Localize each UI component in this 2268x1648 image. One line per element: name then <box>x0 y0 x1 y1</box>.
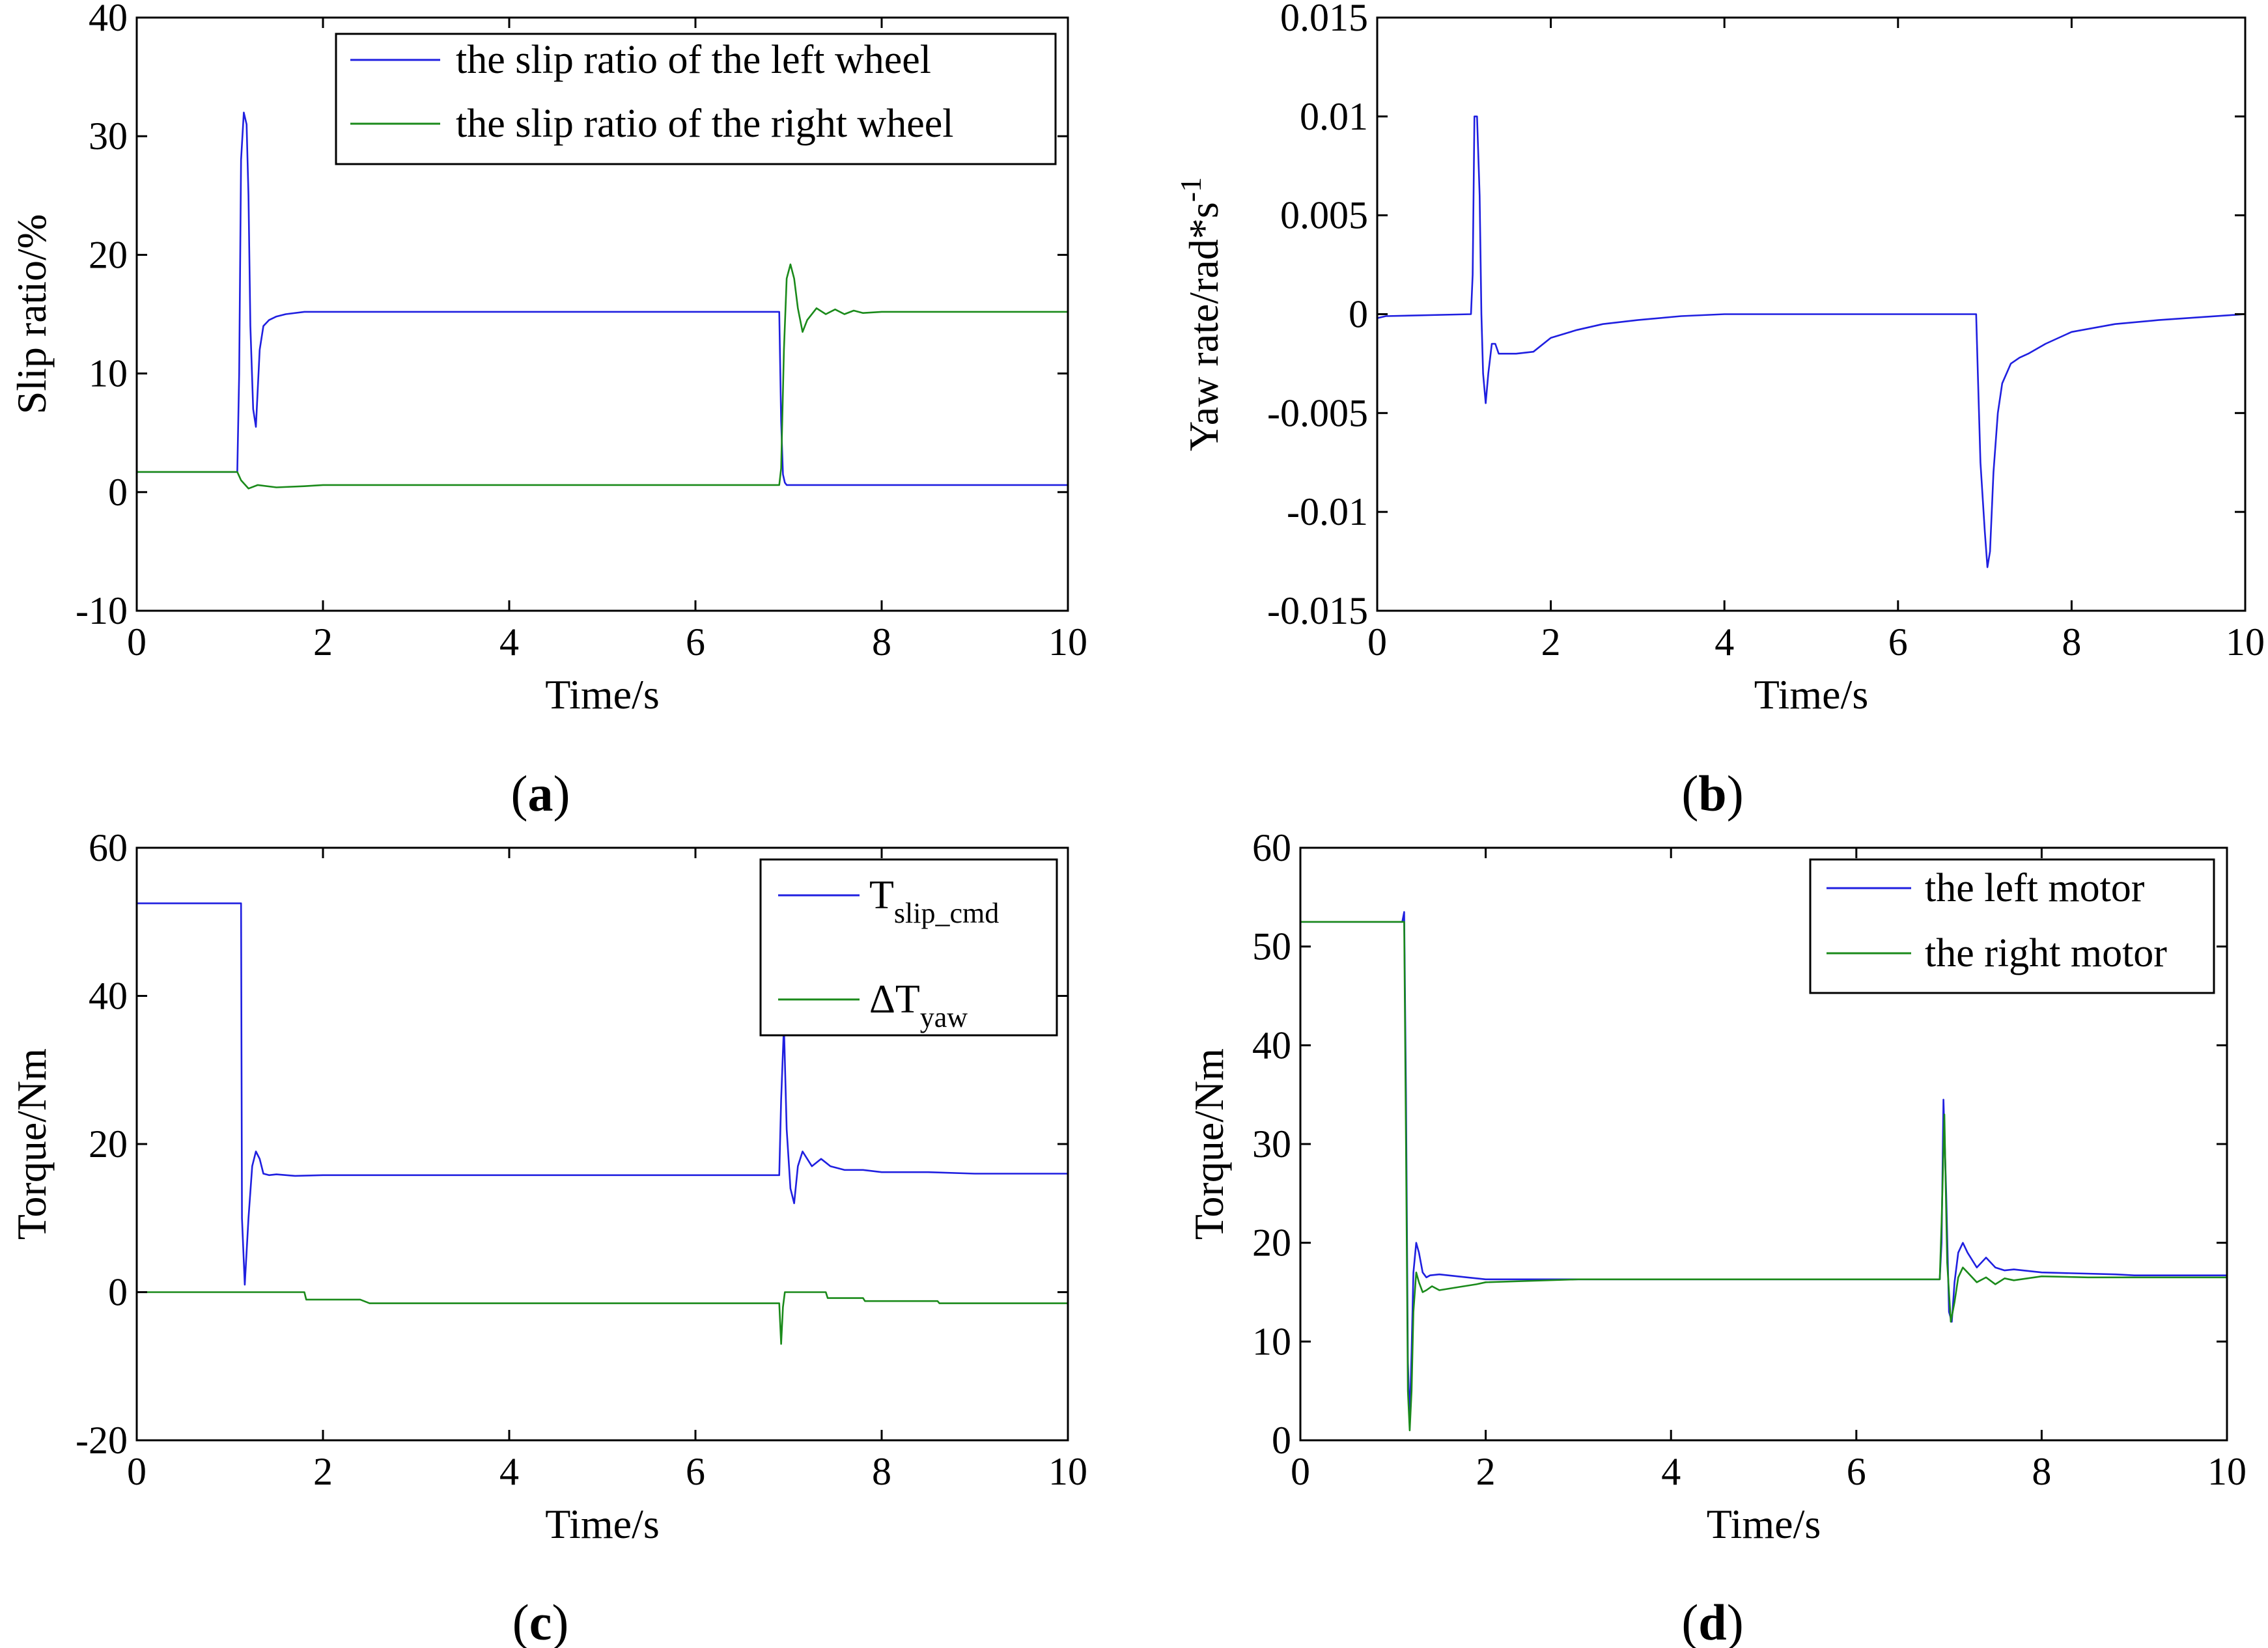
x-tick-label: 0 <box>1291 1450 1310 1493</box>
y-tick-label: 0 <box>108 471 128 514</box>
x-tick-label: 4 <box>1715 621 1734 663</box>
x-tick-label: 8 <box>872 1450 891 1493</box>
legend-d: the left motor the right motor <box>1809 858 2215 994</box>
panel-caption: (c) <box>512 1594 569 1648</box>
y-axis-label: Torque/Nm <box>1186 1048 1232 1240</box>
x-tick-label: 4 <box>499 1450 519 1493</box>
x-tick-label: 0 <box>1367 621 1387 663</box>
x-axis-label: Time/s <box>1754 671 1869 718</box>
x-tick-label: 8 <box>2062 621 2081 663</box>
legend-label: the slip ratio of the left wheel <box>456 38 931 82</box>
y-axis-label: Slip ratio/% <box>8 214 55 415</box>
y-tick-label: 0 <box>108 1271 128 1314</box>
panel-caption-letter: c <box>529 1594 552 1648</box>
y-tick-label: 0.015 <box>1280 0 1368 39</box>
y-tick-label: 40 <box>89 0 128 39</box>
x-tick-label: 6 <box>686 621 705 663</box>
x-tick-label: 6 <box>1847 1450 1866 1493</box>
series-line-c-0 <box>137 902 1068 1286</box>
legend-c: Tslip_cmd ΔTyaw <box>759 858 1058 1037</box>
x-tick-label: 4 <box>499 621 519 663</box>
y-tick-label: -0.01 <box>1287 490 1368 533</box>
x-tick-label: 2 <box>1476 1450 1496 1493</box>
x-tick-label: 2 <box>1541 621 1561 663</box>
series-line-c-1 <box>137 1291 1068 1345</box>
y-axis-label-superscript: -1 <box>1174 177 1207 202</box>
chart-d: 0 2 4 6 8 10 0 10 20 30 40 50 60 Time/s Torque/Nm (d) th… <box>1186 826 2247 1648</box>
x-tick-label: 0 <box>127 621 147 663</box>
panel-caption: (a) <box>511 765 570 822</box>
legend-box <box>759 858 1058 1037</box>
chart-c: 0 2 4 6 8 10-200204060Time/sTorque/Nm(c)Tslip… <box>8 826 1087 1648</box>
panel-caption: (d) <box>1681 1594 1743 1648</box>
y-tick-label: 0.005 <box>1280 194 1368 237</box>
x-tick-label: 10 <box>2226 621 2265 663</box>
series-line-b-0 <box>1377 115 2245 568</box>
series-line-a-0 <box>137 111 1068 486</box>
y-tick-label: 20 <box>89 233 128 276</box>
y-tick-label: -0.015 <box>1267 589 1368 632</box>
legend-label: the right motor <box>1925 931 2167 975</box>
series-line-d-1 <box>1300 921 2227 1432</box>
x-tick-label: 2 <box>313 1450 333 1493</box>
x-axis-label: Time/s <box>545 1501 660 1547</box>
y-tick-label: 40 <box>1252 1024 1291 1067</box>
legend-a: the slip ratio of the left wheel the slip… <box>335 33 1057 165</box>
x-tick-label: 8 <box>872 621 891 663</box>
x-tick-label: 8 <box>2032 1450 2051 1493</box>
legend-label-subscript: yaw <box>920 1001 968 1033</box>
y-tick-label: 0.01 <box>1300 95 1368 138</box>
legend-label: Tslip_cmd <box>869 873 999 929</box>
panel-caption-letter: b <box>1698 765 1726 822</box>
y-tick-label: 60 <box>89 826 128 869</box>
y-tick-label: 50 <box>1252 925 1291 968</box>
axes-frame-a <box>135 16 1069 612</box>
x-axis-label: Time/s <box>1707 1501 1821 1547</box>
legend-box <box>1809 858 2215 994</box>
x-tick-label: 4 <box>1661 1450 1681 1493</box>
x-tick-label: 2 <box>313 621 333 663</box>
y-tick-label: 10 <box>1252 1320 1291 1363</box>
x-tick-label: 10 <box>1048 621 1087 663</box>
x-axis-label: Time/s <box>545 671 660 718</box>
y-axis-label: Torque/Nm <box>8 1048 55 1240</box>
y-tick-label: 40 <box>89 975 128 1018</box>
legend-label: the left motor <box>1925 866 2145 910</box>
y-axis-label: Yaw rate/rad*s-1 <box>1174 177 1227 451</box>
x-tick-label: 6 <box>686 1450 705 1493</box>
y-tick-label: -0.005 <box>1267 391 1368 434</box>
x-tick-label: 6 <box>1888 621 1908 663</box>
y-tick-label: 30 <box>89 115 128 158</box>
y-tick-label: 0 <box>1272 1419 1291 1462</box>
y-tick-label: 20 <box>89 1123 128 1166</box>
x-tick-label: 10 <box>1048 1450 1087 1493</box>
legend-label: ΔTyaw <box>869 977 968 1033</box>
y-tick-label: 10 <box>89 352 128 395</box>
series-line-a-1 <box>137 263 1068 490</box>
legend-box <box>335 33 1057 165</box>
chart-b: 0 2 4 6 8 10 -0.015 -0.01 -0.005 0 0.005 0.01 0.015 T… <box>1174 0 2265 822</box>
panel-caption-letter: d <box>1698 1594 1726 1648</box>
x-tick-label: 0 <box>127 1450 147 1493</box>
y-tick-label: -20 <box>76 1419 128 1462</box>
y-tick-label: 0 <box>1349 293 1368 336</box>
legend-label: the slip ratio of the right wheel <box>456 102 953 146</box>
y-tick-label: 60 <box>1252 826 1291 869</box>
panel-caption-letter: a <box>528 765 553 822</box>
y-tick-label: 30 <box>1252 1123 1291 1166</box>
y-tick-label: -10 <box>76 589 128 632</box>
x-tick-label: 10 <box>2207 1450 2247 1493</box>
y-tick-label: 20 <box>1252 1222 1291 1264</box>
panel-caption: (b) <box>1681 765 1743 822</box>
legend-label-subscript: slip_cmd <box>894 897 999 929</box>
